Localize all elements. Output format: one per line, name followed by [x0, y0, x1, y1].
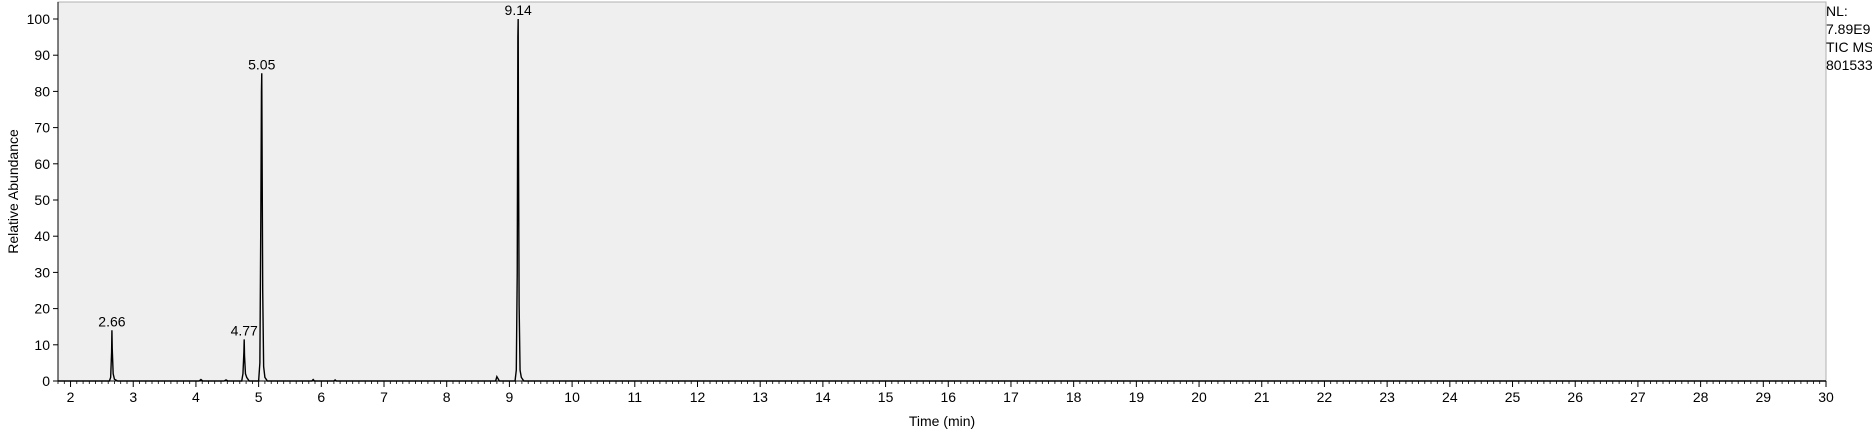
x-tick-label: 2: [67, 389, 75, 405]
x-tick-label: 30: [1818, 389, 1834, 405]
peak-label: 9.14: [505, 2, 532, 18]
x-tick-label: 24: [1442, 389, 1458, 405]
x-axis-ticks: 2 3 4 5 6 7 8 9 10 11 12 13 14 15 16 17 18 19 20 21 22 23 24 25…: [67, 381, 1834, 405]
x-tick-label: 8: [443, 389, 451, 405]
y-tick-label: 80: [34, 83, 50, 99]
x-tick-label: 4: [192, 389, 200, 405]
x-tick-label: 20: [1191, 389, 1207, 405]
peak-labels: 2.66 4.77 5.05 9.14: [98, 2, 532, 338]
y-tick-label: 50: [34, 192, 50, 208]
x-tick-label: 10: [564, 389, 580, 405]
y-tick-label: 10: [34, 337, 50, 353]
x-tick-label: 15: [878, 389, 894, 405]
y-axis-title: Relative Abundance: [5, 129, 21, 254]
x-tick-label: 28: [1693, 389, 1709, 405]
y-tick-label: 20: [34, 301, 50, 317]
x-tick-label: 16: [940, 389, 956, 405]
y-tick-label: 0: [42, 373, 50, 389]
x-tick-label: 29: [1756, 389, 1772, 405]
side-info-line: 7.89E9: [1826, 21, 1871, 37]
side-info-line: NL:: [1826, 3, 1848, 19]
peak-label: 2.66: [98, 313, 125, 329]
x-tick-label: 7: [380, 389, 388, 405]
x-tick-label: 11: [628, 389, 643, 405]
x-tick-label: 19: [1129, 389, 1145, 405]
x-tick-label: 6: [317, 389, 325, 405]
x-tick-label: 25: [1505, 389, 1521, 405]
y-tick-label: 90: [34, 47, 50, 63]
x-tick-label: 17: [1003, 389, 1019, 405]
x-axis-title: Time (min): [909, 413, 975, 429]
side-info-line: TIC MS: [1826, 39, 1872, 55]
x-tick-label: 23: [1379, 389, 1395, 405]
x-tick-label: 12: [690, 389, 706, 405]
peak-label: 4.77: [231, 322, 258, 338]
x-tick-label: 18: [1066, 389, 1082, 405]
x-tick-label: 14: [815, 389, 831, 405]
x-tick-label: 21: [1254, 389, 1270, 405]
side-info-line: 801533: [1826, 57, 1872, 73]
y-tick-label: 60: [34, 156, 50, 172]
y-tick-label: 100: [27, 11, 51, 27]
plot-area: [57, 1, 1827, 382]
x-tick-label: 27: [1630, 389, 1646, 405]
x-tick-label: 9: [506, 389, 514, 405]
x-minor-ticks-path: [57, 381, 1821, 384]
x-tick-label: 22: [1317, 389, 1333, 405]
y-axis-ticks: 0 10 20 30 40 50 60 70 80 90 100: [27, 11, 58, 389]
x-axis-minor-ticks: [57, 381, 1821, 384]
y-tick-label: 30: [34, 264, 50, 280]
side-info-panel: NL: 7.89E9 TIC MS 801533: [1826, 2, 1872, 74]
x-tick-label: 3: [129, 389, 137, 405]
y-tick-label: 40: [34, 228, 50, 244]
peak-label: 5.05: [248, 56, 275, 72]
x-tick-label: 13: [752, 389, 768, 405]
y-tick-label: 70: [34, 120, 50, 136]
x-tick-label: 26: [1567, 389, 1583, 405]
x-tick-label: 5: [255, 389, 263, 405]
